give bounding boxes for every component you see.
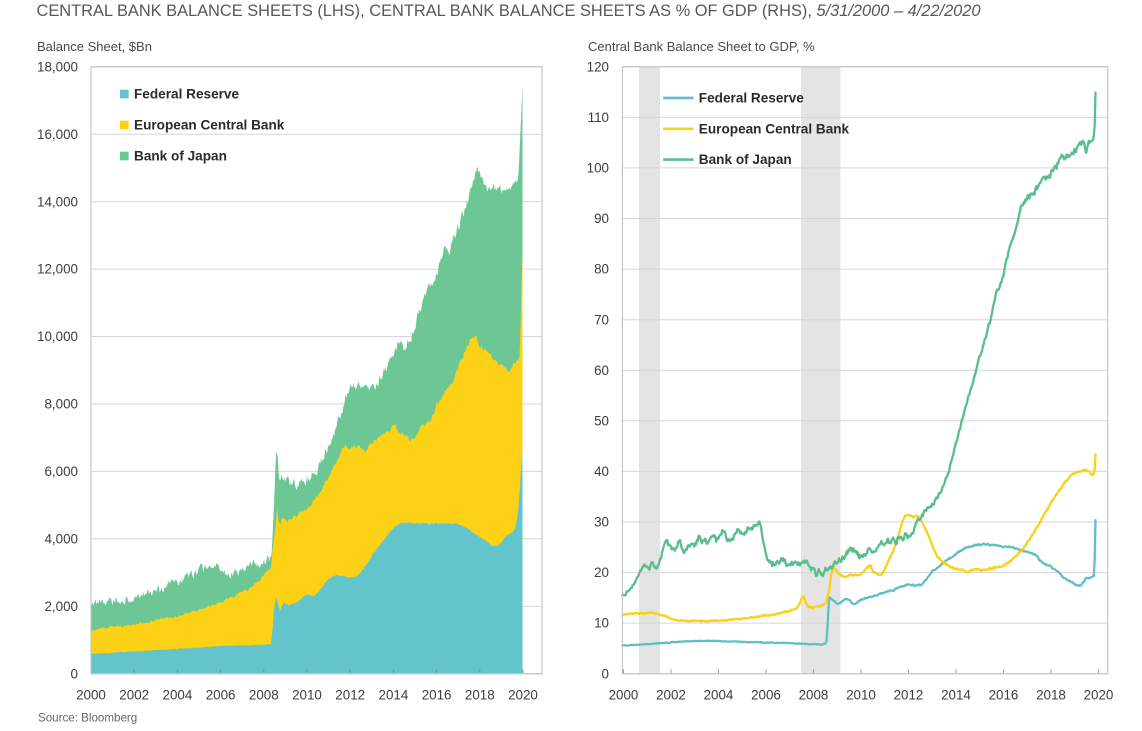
svg-text:2016: 2016 [422,688,452,703]
svg-text:2,000: 2,000 [44,599,78,614]
svg-text:European Central Bank: European Central Bank [699,121,850,136]
svg-text:2016: 2016 [989,688,1019,703]
svg-text:2004: 2004 [704,688,734,703]
svg-text:100: 100 [587,161,609,176]
svg-text:2000: 2000 [609,688,639,703]
svg-text:30: 30 [594,515,609,530]
svg-text:20: 20 [594,565,609,580]
svg-text:16,000: 16,000 [37,127,78,142]
svg-text:Federal Reserve: Federal Reserve [699,90,804,105]
svg-text:0: 0 [602,666,609,681]
svg-text:2012: 2012 [894,688,924,703]
svg-text:8,000: 8,000 [44,397,78,412]
svg-text:80: 80 [594,262,609,277]
svg-text:40: 40 [594,464,609,479]
svg-text:70: 70 [594,312,609,327]
svg-text:2020: 2020 [508,688,538,703]
svg-text:120: 120 [587,59,609,74]
svg-text:50: 50 [594,413,609,428]
svg-text:90: 90 [594,211,609,226]
svg-text:2008: 2008 [249,688,279,703]
svg-text:4,000: 4,000 [44,531,78,546]
svg-text:12,000: 12,000 [37,262,78,277]
svg-text:Bank of Japan: Bank of Japan [699,152,792,167]
svg-text:Bank of Japan: Bank of Japan [134,149,227,164]
svg-text:Federal Reserve: Federal Reserve [134,87,239,102]
svg-text:14,000: 14,000 [37,194,78,209]
svg-text:60: 60 [594,363,609,378]
svg-text:CENTRAL BANK BALANCE SHEETS (L: CENTRAL BANK BALANCE SHEETS (LHS), CENTR… [37,2,981,20]
svg-text:0: 0 [71,666,78,681]
svg-text:2018: 2018 [1036,688,1066,703]
svg-text:Source: Bloomberg: Source: Bloomberg [38,712,137,725]
svg-text:2012: 2012 [335,688,365,703]
svg-text:2010: 2010 [846,688,876,703]
svg-text:Balance Sheet, $Bn: Balance Sheet, $Bn [37,39,152,54]
svg-text:110: 110 [588,110,609,125]
svg-text:10: 10 [594,616,609,631]
svg-text:2014: 2014 [941,688,971,703]
svg-text:2018: 2018 [465,688,495,703]
svg-text:European Central Bank: European Central Bank [134,118,285,133]
svg-text:2006: 2006 [206,688,236,703]
svg-text:2008: 2008 [799,688,829,703]
svg-text:2020: 2020 [1084,688,1114,703]
svg-text:2006: 2006 [751,688,781,703]
svg-text:18,000: 18,000 [37,59,78,74]
svg-text:6,000: 6,000 [44,464,78,479]
svg-text:2010: 2010 [292,688,322,703]
svg-text:2014: 2014 [379,688,409,703]
svg-text:Central Bank Balance Sheet to: Central Bank Balance Sheet to GDP, % [588,39,815,54]
svg-text:2004: 2004 [163,688,193,703]
svg-text:2002: 2002 [119,688,149,703]
svg-text:10,000: 10,000 [37,329,78,344]
svg-text:2002: 2002 [656,688,686,703]
svg-text:2000: 2000 [76,688,106,703]
